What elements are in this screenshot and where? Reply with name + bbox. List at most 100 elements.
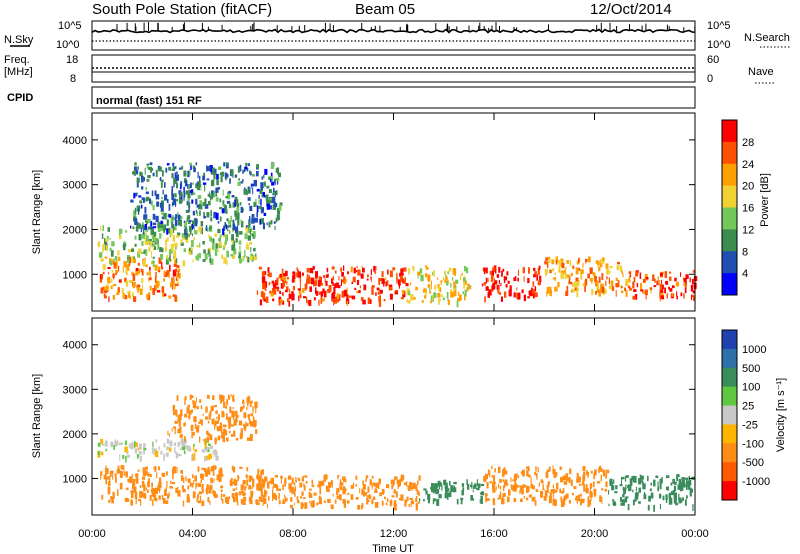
range-cell — [212, 243, 215, 250]
range-cell — [211, 179, 215, 187]
range-cell — [403, 267, 407, 272]
range-cell — [673, 492, 677, 499]
range-cell — [136, 284, 140, 291]
range-cell — [406, 481, 408, 487]
range-cell — [171, 173, 174, 179]
range-cell — [161, 261, 163, 268]
range-cell — [141, 251, 144, 254]
range-cell — [186, 200, 189, 206]
range-cell — [300, 502, 304, 509]
range-cell — [356, 279, 360, 285]
range-cell — [633, 289, 637, 292]
range-cell — [677, 474, 680, 478]
range-cell — [260, 218, 264, 224]
range-cell — [135, 169, 139, 175]
range-cell — [193, 416, 197, 421]
range-cell — [172, 235, 176, 242]
range-cell — [147, 219, 151, 223]
x-tick-label: 04:00 — [179, 528, 207, 540]
range-cell — [242, 399, 245, 405]
range-cell — [457, 291, 460, 296]
range-cell — [417, 274, 419, 279]
range-cell — [197, 500, 201, 504]
range-cell — [341, 271, 344, 277]
range-cell — [248, 221, 251, 228]
range-cell — [239, 181, 244, 184]
colorbar-tick-label: -500 — [742, 457, 764, 469]
range-cell — [100, 451, 104, 456]
range-cell — [265, 194, 269, 201]
range-cell — [150, 474, 152, 478]
range-cell — [263, 298, 267, 302]
range-cell — [330, 479, 333, 485]
range-cell — [254, 256, 258, 261]
range-cell — [278, 204, 282, 211]
range-cell — [344, 500, 346, 505]
range-cell — [207, 432, 210, 436]
range-cell — [673, 485, 677, 492]
range-cell — [110, 260, 113, 266]
range-cell — [606, 469, 610, 474]
range-cell — [687, 485, 690, 490]
range-cell — [318, 480, 322, 488]
range-cell — [306, 267, 310, 273]
range-cell — [538, 280, 540, 286]
range-cell — [689, 488, 693, 493]
range-cell — [201, 449, 206, 453]
range-cell — [199, 419, 203, 423]
range-cell — [207, 469, 211, 475]
range-cell — [601, 261, 604, 264]
range-cell — [332, 281, 334, 287]
range-cell — [400, 273, 404, 276]
range-cell — [154, 276, 157, 283]
range-cell — [362, 299, 366, 305]
range-cell — [610, 280, 614, 286]
range-cell — [169, 440, 173, 447]
range-cell — [275, 190, 278, 196]
range-cell — [557, 282, 560, 288]
range-cell — [206, 166, 210, 172]
range-cell — [632, 479, 636, 482]
range-cell — [546, 261, 549, 268]
range-cell — [102, 286, 105, 290]
power-data-layer — [97, 162, 698, 308]
range-cell — [174, 181, 178, 184]
range-cell — [230, 478, 233, 481]
range-cell — [375, 292, 377, 296]
range-cell — [281, 300, 285, 305]
range-cell — [201, 483, 204, 490]
range-cell — [134, 166, 137, 171]
range-cell — [552, 484, 555, 489]
y-tick-label: 2000 — [63, 224, 87, 236]
range-cell — [179, 426, 182, 434]
range-cell — [325, 485, 330, 492]
range-cell — [402, 494, 404, 501]
range-cell — [214, 248, 218, 256]
range-cell — [250, 490, 254, 498]
range-cell — [245, 474, 248, 479]
range-cell — [375, 483, 379, 488]
range-cell — [177, 490, 181, 497]
range-cell — [517, 277, 519, 282]
range-cell — [235, 416, 238, 423]
range-cell — [182, 260, 186, 267]
range-cell — [287, 475, 292, 480]
range-cell — [110, 441, 114, 447]
range-cell — [661, 279, 663, 286]
range-cell — [187, 201, 191, 208]
range-cell — [186, 407, 190, 414]
range-cell — [407, 485, 410, 490]
range-cell — [135, 499, 137, 505]
range-cell — [170, 243, 174, 250]
range-cell — [137, 166, 139, 170]
range-cell — [235, 230, 239, 238]
range-cell — [271, 280, 275, 284]
range-cell — [234, 199, 236, 207]
range-cell — [262, 191, 265, 197]
range-cell — [363, 490, 365, 497]
range-cell — [184, 398, 186, 405]
range-cell — [168, 229, 171, 234]
range-cell — [155, 193, 160, 200]
range-cell — [447, 299, 450, 306]
range-cell — [246, 398, 250, 404]
